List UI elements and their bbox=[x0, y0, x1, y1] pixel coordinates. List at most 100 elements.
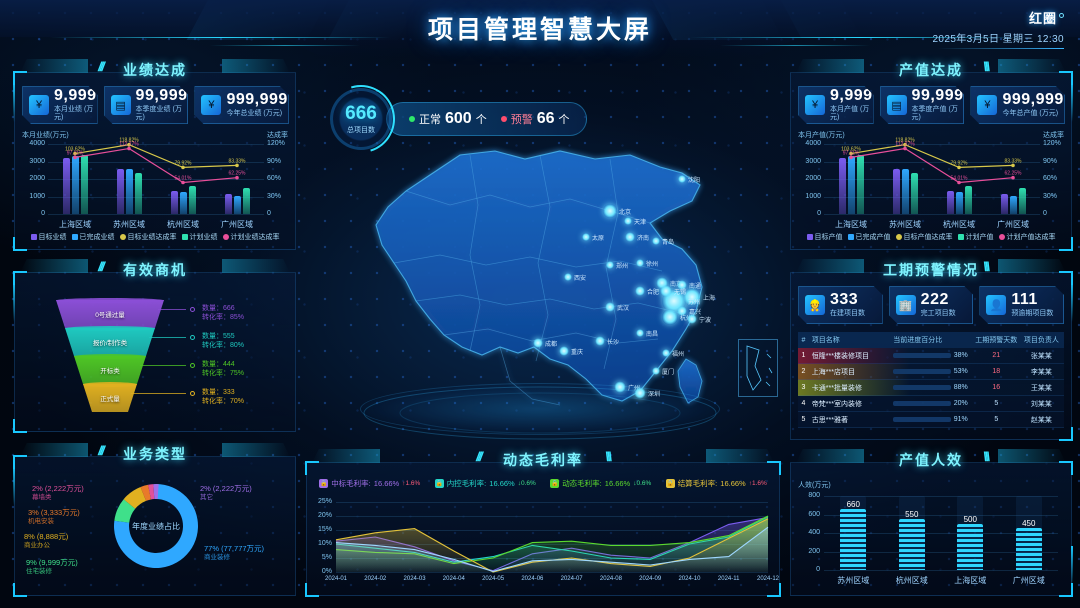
output-bar[interactable] bbox=[1000, 193, 1008, 214]
output-bar[interactable] bbox=[856, 154, 864, 214]
performance-kpi-card[interactable]: ▤ 99,999 本季度业绩 (万元) bbox=[104, 86, 189, 124]
output-legend-item[interactable]: 计划产值达成率 bbox=[998, 232, 1056, 242]
map-city-dot[interactable] bbox=[636, 259, 644, 267]
table-row[interactable]: 2 上海***店项目 53% 18 李某某 bbox=[798, 364, 1064, 380]
map-city-dot[interactable] bbox=[606, 261, 614, 269]
map-city-dot[interactable] bbox=[614, 381, 626, 393]
table-row[interactable]: 5 古思***雅著 91% 5 赵某某 bbox=[798, 412, 1064, 428]
performance-bar[interactable] bbox=[170, 191, 178, 214]
performance-bar[interactable] bbox=[233, 195, 241, 214]
map-city-dot[interactable] bbox=[605, 302, 615, 312]
output-bar[interactable] bbox=[901, 169, 909, 214]
output-bar[interactable] bbox=[946, 191, 954, 214]
table-row[interactable]: 1 恒隆***楼装修项目 38% 21 张某某 bbox=[798, 348, 1064, 364]
productivity-bar[interactable] bbox=[957, 523, 984, 570]
title-slash-right-icon: \\\ bbox=[605, 449, 612, 464]
map-city-label: 宁波 bbox=[699, 318, 712, 324]
map-city-dot[interactable] bbox=[660, 285, 672, 297]
performance-legend-item[interactable]: 计划业绩达成率 bbox=[222, 232, 280, 242]
output-legend-item[interactable]: 目标产值达成率 bbox=[895, 232, 953, 242]
performance-bar[interactable] bbox=[80, 154, 88, 214]
performance-legend-item[interactable]: 计划业绩 bbox=[181, 232, 218, 242]
performance-bar[interactable] bbox=[116, 168, 124, 214]
map-city-dot[interactable] bbox=[624, 217, 632, 225]
table-row[interactable]: 3 卡通***批量装修 88% 16 王某某 bbox=[798, 380, 1064, 396]
map-city-dot[interactable] bbox=[533, 338, 543, 348]
performance-bar[interactable] bbox=[125, 169, 133, 214]
output-kpi-card[interactable]: ▤ 99,999 本季度产值 (万元) bbox=[880, 86, 965, 124]
map-city-dot[interactable] bbox=[582, 233, 590, 241]
map-city-dot[interactable] bbox=[564, 273, 572, 281]
output-ytick-right: 120% bbox=[1043, 140, 1061, 147]
margin-legend-item[interactable]: 🔒 动态毛利率: 16.66% ↓0.6% bbox=[550, 478, 651, 489]
margin-legend-item[interactable]: 🔒 中标毛利率: 16.66% ↑1.6% bbox=[319, 478, 420, 489]
title-slash-left-icon: /// bbox=[98, 59, 105, 74]
output-bar[interactable] bbox=[892, 168, 900, 214]
map-city-dot[interactable] bbox=[652, 367, 660, 375]
output-bar[interactable] bbox=[955, 192, 963, 214]
margin-legend-item[interactable]: 🔒 结算毛利率: 16.66% ↑1.6% bbox=[665, 478, 767, 489]
productivity-bar-chart[interactable]: 人效(万元) 800 600 400 200 0 苏州区域 660 杭州区域 550 上海区域 500… bbox=[796, 480, 1066, 590]
productivity-bar[interactable] bbox=[898, 519, 925, 570]
map-city-dot[interactable] bbox=[559, 346, 569, 356]
output-bar[interactable] bbox=[964, 186, 972, 214]
map-city-dot[interactable] bbox=[662, 309, 678, 325]
margin-legend-item[interactable]: 🔒 内控毛利率: 16.66% ↓0.6% bbox=[434, 478, 536, 489]
performance-kpi-card[interactable]: ¥ 999,999 今年总业绩 (万元) bbox=[194, 86, 288, 124]
funnel-segment[interactable]: 开标类 bbox=[74, 356, 146, 384]
performance-bar[interactable] bbox=[224, 193, 232, 214]
map-city-dot[interactable] bbox=[687, 314, 697, 324]
performance-bar[interactable] bbox=[179, 192, 187, 214]
funnel-segment[interactable]: 0号通过量 bbox=[56, 300, 164, 328]
map-city-dot[interactable] bbox=[677, 280, 687, 290]
donut-chart[interactable]: 年度业绩占比 77% (77,777万元) 商业装修 9% (9,999万元) … bbox=[14, 464, 296, 592]
margin-line-chart[interactable]: 25% 20% 15% 10% 5% 0% 2024-01 2024-02 2024-03 202… bbox=[310, 496, 779, 592]
map-city-label: 长沙 bbox=[607, 340, 620, 346]
map-city-dot[interactable] bbox=[678, 175, 686, 183]
performance-legend-item[interactable]: 目标业绩达成率 bbox=[119, 232, 177, 242]
map-city-dot[interactable] bbox=[662, 349, 670, 357]
performance-bar[interactable] bbox=[62, 158, 70, 214]
donut-label-value: 77% (77,777万元) bbox=[204, 544, 265, 553]
panel-output: \\\ 产值达成 ¥ 9,999 本月产值 (万元) ▤ 99,999 本季度产… bbox=[790, 59, 1073, 251]
output-bar[interactable] bbox=[910, 172, 918, 214]
schedule-kpi-card[interactable]: 👷 333 在建项目数 bbox=[798, 286, 883, 324]
map-city-dot[interactable] bbox=[595, 336, 605, 346]
productivity-bar[interactable] bbox=[1015, 528, 1042, 570]
output-legend-item[interactable]: 目标产值 bbox=[806, 232, 843, 242]
output-legend-item[interactable]: 计划产值 bbox=[957, 232, 994, 242]
map-city-dot[interactable] bbox=[634, 387, 646, 399]
map-city-dot[interactable] bbox=[683, 288, 701, 306]
china-map[interactable]: 北京 天津 太原 济南 青岛 郑州 徐州 合肥 南京 南通 上海 苏州 无锡 嘉… bbox=[310, 115, 780, 445]
funnel-segment[interactable]: 正式量 bbox=[83, 384, 137, 412]
output-legend-item[interactable]: 已完成产值 bbox=[847, 232, 891, 242]
funnel-segment[interactable]: 报价/制作类 bbox=[65, 328, 155, 356]
map-city-dot[interactable] bbox=[677, 306, 687, 316]
performance-ytick: 2000 bbox=[29, 175, 45, 182]
map-city-dot[interactable] bbox=[603, 204, 617, 218]
output-bar[interactable] bbox=[838, 158, 846, 214]
performance-bar[interactable] bbox=[242, 187, 250, 214]
output-bar[interactable] bbox=[1018, 187, 1026, 214]
performance-kpi-card[interactable]: ¥ 9,999 本月业绩 (万元) bbox=[22, 86, 98, 124]
map-city-dot[interactable] bbox=[625, 232, 635, 242]
map-city-dot[interactable] bbox=[636, 329, 644, 337]
output-kpi-card[interactable]: ¥ 999,999 今年总产值 (万元) bbox=[970, 86, 1064, 124]
calendar-icon: ¥ bbox=[201, 95, 221, 115]
table-row[interactable]: 4 帝梵***室内装修 20% 5 刘某某 bbox=[798, 396, 1064, 412]
performance-legend-item[interactable]: 目标业绩 bbox=[30, 232, 67, 242]
row-project-name: 古思***雅著 bbox=[811, 416, 848, 424]
output-kpi-card[interactable]: ¥ 9,999 本月产值 (万元) bbox=[798, 86, 874, 124]
funnel-chart[interactable]: 0号通过量 数量：666 转化率：85% 报价/制作类 数量：555 转化率：8… bbox=[14, 288, 296, 428]
output-bar[interactable] bbox=[1009, 195, 1017, 214]
map-city-dot[interactable] bbox=[652, 237, 660, 245]
schedule-kpi-card[interactable]: 🏢 222 完工项目数 bbox=[889, 286, 974, 324]
performance-bar[interactable] bbox=[188, 186, 196, 214]
schedule-kpi-card[interactable]: 👤 111 预逾期项目数 bbox=[979, 286, 1064, 324]
map-city-dot[interactable] bbox=[635, 286, 645, 296]
performance-legend-item[interactable]: 已完成业绩 bbox=[71, 232, 115, 242]
performance-bar[interactable] bbox=[134, 172, 142, 214]
productivity-bar[interactable] bbox=[840, 508, 867, 570]
output-bar[interactable] bbox=[847, 156, 855, 214]
performance-bar[interactable] bbox=[71, 156, 79, 214]
